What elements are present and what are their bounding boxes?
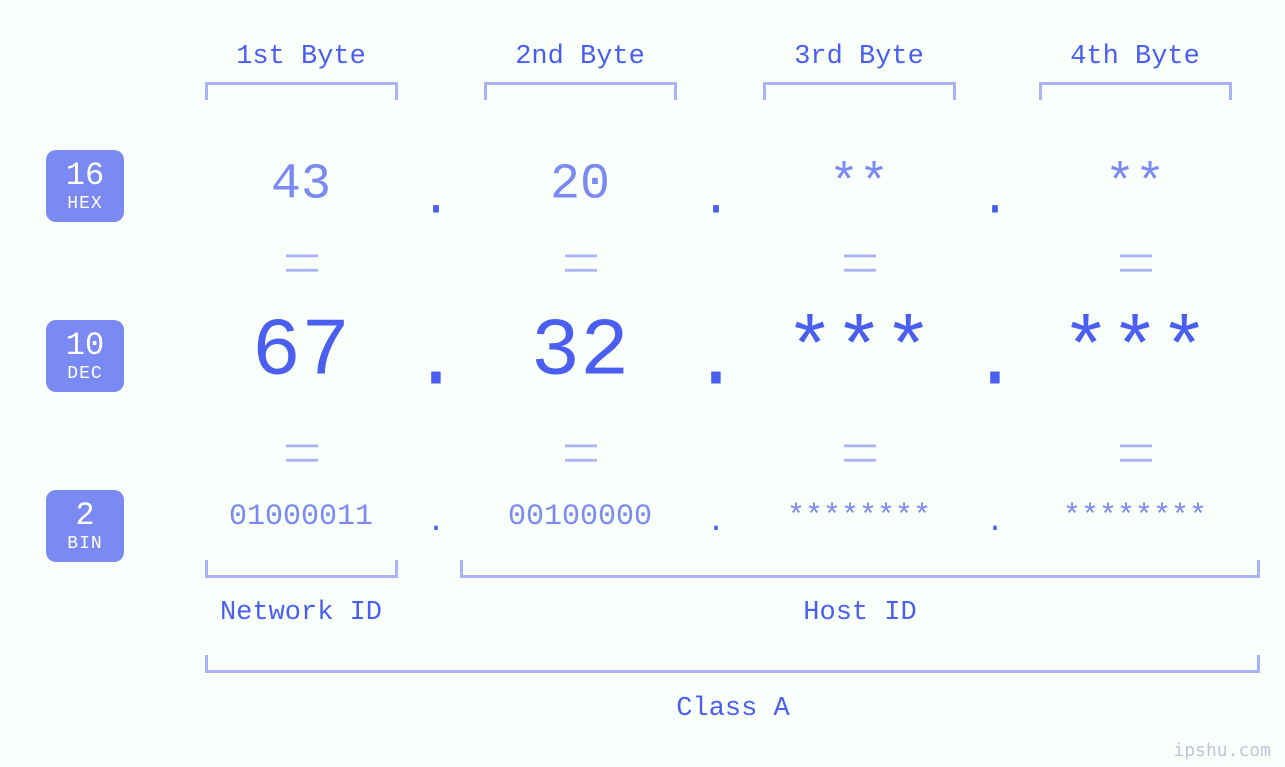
eq-hex-dec-4: || bbox=[1116, 246, 1154, 275]
dec-byte-1: 67 bbox=[252, 306, 350, 399]
eq-dec-bin-1: || bbox=[282, 436, 320, 465]
base-badge-dec: 10 DEC bbox=[46, 320, 124, 392]
dec-dot-3: . bbox=[970, 316, 1019, 409]
base-num-bin: 2 bbox=[46, 500, 124, 532]
base-num-dec: 10 bbox=[46, 330, 124, 362]
hex-dot-3: . bbox=[980, 172, 1010, 229]
base-label-dec: DEC bbox=[46, 364, 124, 384]
hex-byte-4: ** bbox=[1105, 157, 1165, 214]
bin-byte-4: ******** bbox=[1063, 500, 1207, 534]
dec-dot-1: . bbox=[411, 316, 460, 409]
eq-hex-dec-2: || bbox=[561, 246, 599, 275]
base-num-hex: 16 bbox=[46, 160, 124, 192]
hex-byte-2: 20 bbox=[550, 157, 610, 214]
diagram-container: 1st Byte 2nd Byte 3rd Byte 4th Byte 16 H… bbox=[0, 0, 1285, 767]
base-label-hex: HEX bbox=[46, 194, 124, 214]
bin-byte-1: 01000011 bbox=[229, 500, 373, 534]
hex-byte-1: 43 bbox=[271, 157, 331, 214]
host-id-label: Host ID bbox=[803, 598, 916, 628]
eq-dec-bin-2: || bbox=[561, 436, 599, 465]
hex-dot-1: . bbox=[421, 172, 451, 229]
eq-hex-dec-3: || bbox=[840, 246, 878, 275]
base-label-bin: BIN bbox=[46, 534, 124, 554]
top-bracket-1 bbox=[205, 82, 398, 100]
top-bracket-3 bbox=[763, 82, 956, 100]
top-bracket-4 bbox=[1039, 82, 1232, 100]
byte-header-3: 3rd Byte bbox=[794, 42, 924, 72]
hex-byte-3: ** bbox=[829, 157, 889, 214]
dec-byte-2: 32 bbox=[531, 306, 629, 399]
bin-dot-1: . bbox=[427, 506, 445, 540]
network-id-bracket bbox=[205, 560, 398, 578]
network-id-label: Network ID bbox=[220, 598, 382, 628]
base-badge-bin: 2 BIN bbox=[46, 490, 124, 562]
byte-header-4: 4th Byte bbox=[1070, 42, 1200, 72]
eq-dec-bin-4: || bbox=[1116, 436, 1154, 465]
bin-dot-2: . bbox=[707, 506, 725, 540]
bin-byte-3: ******** bbox=[787, 500, 931, 534]
bin-byte-2: 00100000 bbox=[508, 500, 652, 534]
eq-hex-dec-1: || bbox=[282, 246, 320, 275]
byte-header-2: 2nd Byte bbox=[515, 42, 645, 72]
dec-byte-4: *** bbox=[1061, 306, 1209, 399]
eq-dec-bin-3: || bbox=[840, 436, 878, 465]
dec-byte-3: *** bbox=[785, 306, 933, 399]
class-label: Class A bbox=[676, 694, 789, 724]
class-bracket bbox=[205, 655, 1260, 673]
dec-dot-2: . bbox=[691, 316, 740, 409]
top-bracket-2 bbox=[484, 82, 677, 100]
host-id-bracket bbox=[460, 560, 1260, 578]
bin-dot-3: . bbox=[986, 506, 1004, 540]
base-badge-hex: 16 HEX bbox=[46, 150, 124, 222]
hex-dot-2: . bbox=[701, 172, 731, 229]
byte-header-1: 1st Byte bbox=[236, 42, 366, 72]
watermark: ipshu.com bbox=[1173, 740, 1271, 761]
